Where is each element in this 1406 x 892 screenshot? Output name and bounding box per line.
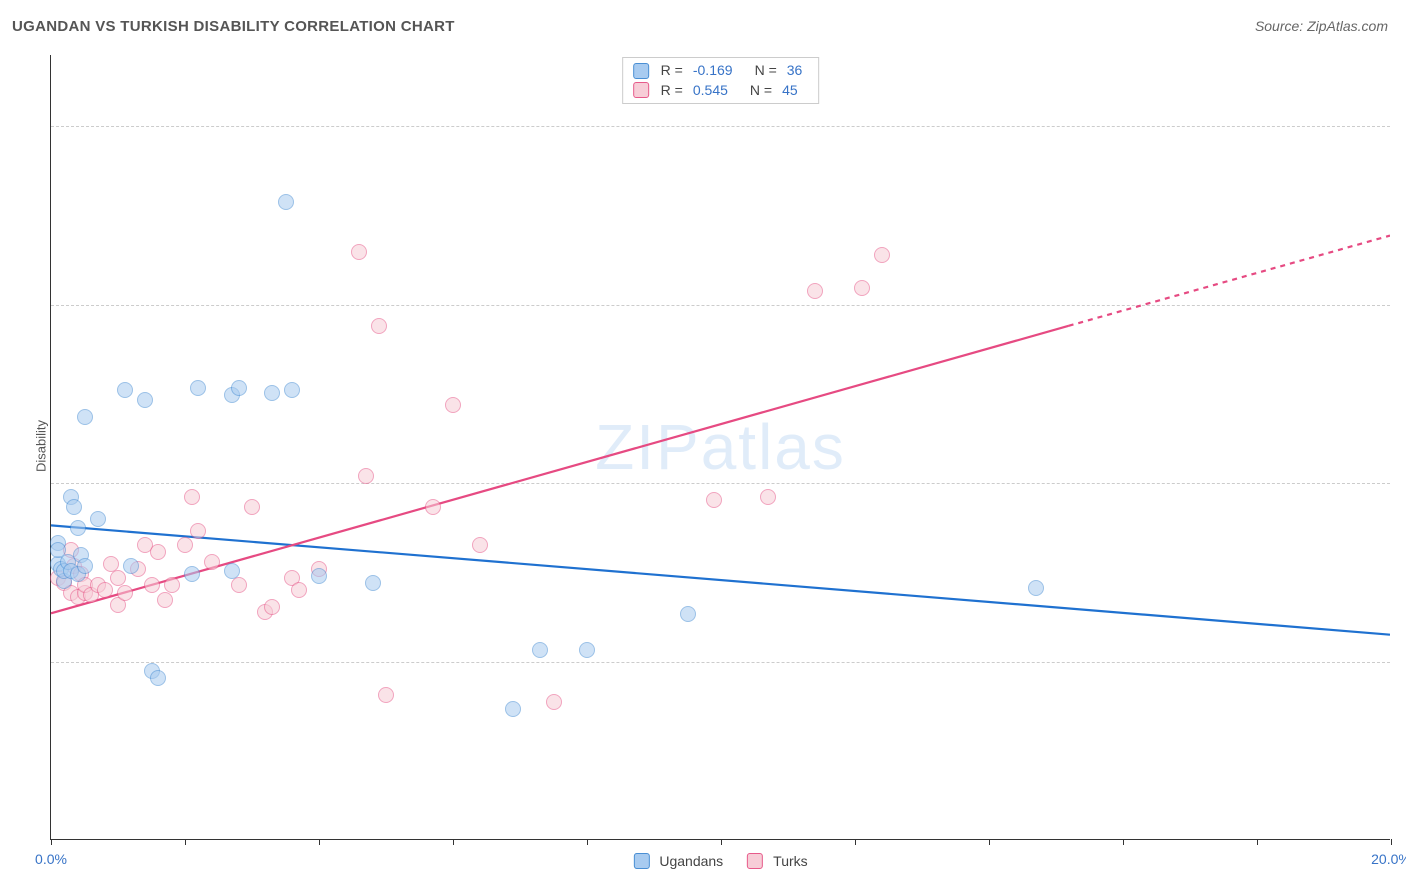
x-tick — [319, 839, 320, 845]
data-point-pink — [97, 582, 113, 598]
data-point-blue — [66, 499, 82, 515]
swatch-pink-icon — [633, 82, 649, 98]
data-point-pink — [164, 577, 180, 593]
y-axis-label: Disability — [34, 420, 49, 472]
data-point-blue — [1028, 580, 1044, 596]
data-point-pink — [177, 537, 193, 553]
data-point-blue — [680, 606, 696, 622]
data-point-blue — [117, 382, 133, 398]
plot-area: 7.5%22.5% 0.0%20.0% ZIPatlas R = -0.169 … — [50, 55, 1390, 840]
x-tick — [1391, 839, 1392, 845]
gridline — [51, 126, 1390, 127]
x-tick — [51, 839, 52, 845]
data-point-blue — [505, 701, 521, 717]
data-point-pink — [150, 544, 166, 560]
data-point-blue — [184, 566, 200, 582]
x-tick — [1123, 839, 1124, 845]
x-tick-label: 20.0% — [1371, 851, 1406, 867]
data-point-blue — [77, 409, 93, 425]
data-point-pink — [291, 582, 307, 598]
x-tick — [989, 839, 990, 845]
data-point-blue — [365, 575, 381, 591]
data-point-blue — [150, 670, 166, 686]
data-point-pink — [371, 318, 387, 334]
data-point-blue — [579, 642, 595, 658]
source-label: Source: ZipAtlas.com — [1255, 18, 1388, 34]
data-point-pink — [351, 244, 367, 260]
x-tick — [855, 839, 856, 845]
legend-bottom: Ugandans Turks — [633, 853, 807, 869]
data-point-blue — [311, 568, 327, 584]
data-point-pink — [706, 492, 722, 508]
data-point-blue — [70, 520, 86, 536]
data-point-blue — [532, 642, 548, 658]
data-point-pink — [264, 599, 280, 615]
data-point-blue — [264, 385, 280, 401]
x-tick — [721, 839, 722, 845]
legend-ugandans: Ugandans — [633, 853, 723, 869]
trendlines — [51, 55, 1390, 839]
data-point-blue — [284, 382, 300, 398]
data-point-pink — [190, 523, 206, 539]
data-point-pink — [204, 554, 220, 570]
gridline — [51, 305, 1390, 306]
data-point-blue — [137, 392, 153, 408]
data-point-pink — [231, 577, 247, 593]
x-tick — [1257, 839, 1258, 845]
stats-box: R = -0.169 N = 36 R = 0.545 N = 45 — [622, 57, 820, 104]
data-point-blue — [123, 558, 139, 574]
legend-swatch-pink-icon — [747, 853, 763, 869]
data-point-pink — [184, 489, 200, 505]
legend-swatch-blue-icon — [633, 853, 649, 869]
data-point-pink — [854, 280, 870, 296]
watermark: ZIPatlas — [595, 410, 846, 484]
data-point-pink — [244, 499, 260, 515]
data-point-pink — [874, 247, 890, 263]
data-point-pink — [546, 694, 562, 710]
data-point-pink — [807, 283, 823, 299]
data-point-pink — [472, 537, 488, 553]
stats-row-blue: R = -0.169 N = 36 — [633, 61, 809, 81]
data-point-pink — [378, 687, 394, 703]
x-tick — [587, 839, 588, 845]
chart-title: UGANDAN VS TURKISH DISABILITY CORRELATIO… — [12, 18, 455, 35]
stats-row-pink: R = 0.545 N = 45 — [633, 81, 809, 101]
data-point-blue — [90, 511, 106, 527]
data-point-blue — [190, 380, 206, 396]
gridline — [51, 662, 1390, 663]
data-point-pink — [157, 592, 173, 608]
swatch-blue-icon — [633, 63, 649, 79]
data-point-pink — [425, 499, 441, 515]
data-point-blue — [224, 563, 240, 579]
gridline — [51, 483, 1390, 484]
data-point-pink — [358, 468, 374, 484]
data-point-pink — [117, 585, 133, 601]
x-tick-label: 0.0% — [35, 851, 67, 867]
x-tick — [453, 839, 454, 845]
data-point-blue — [231, 380, 247, 396]
data-point-pink — [445, 397, 461, 413]
x-tick — [185, 839, 186, 845]
legend-turks: Turks — [747, 853, 807, 869]
data-point-pink — [760, 489, 776, 505]
data-point-blue — [77, 558, 93, 574]
data-point-pink — [144, 577, 160, 593]
data-point-blue — [278, 194, 294, 210]
